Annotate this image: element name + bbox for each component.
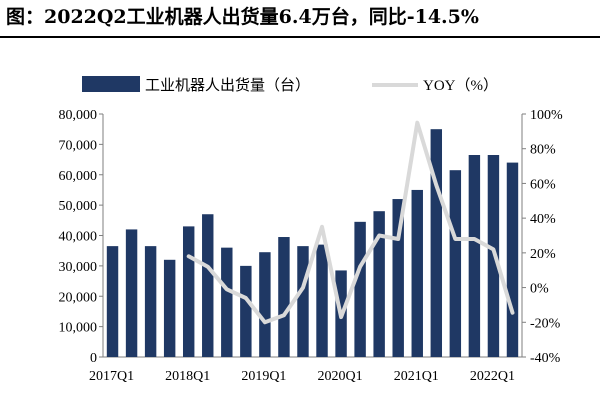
bar-2020Q4 [392, 199, 404, 357]
legend-label-bars: 工业机器人出货量（台） [145, 77, 310, 94]
y-left-tick-label: 30,000 [59, 260, 98, 275]
bar-2018Q1 [182, 226, 195, 357]
x-tick-label: 2020Q1 [318, 369, 363, 384]
y-right-tick-label: 80% [530, 143, 556, 158]
bar-2018Q3 [221, 247, 233, 357]
legend: 工业机器人出货量（台） YOY（%） [82, 76, 498, 94]
bar-series [106, 129, 519, 357]
bar-2022Q2 [506, 162, 519, 357]
y-left-tick-label: 80,000 [59, 108, 98, 123]
bar-2019Q1 [259, 252, 271, 357]
bar-2018Q4 [240, 265, 252, 357]
legend-label-line: YOY（%） [423, 77, 498, 94]
y-left-tick-label: 50,000 [59, 199, 98, 214]
bar-2018Q2 [202, 214, 214, 357]
bar-2021Q4 [468, 155, 481, 357]
y-left-tick-label: 20,000 [59, 290, 98, 305]
y-right-tick-label: 40% [530, 212, 556, 227]
bar-2017Q4 [163, 259, 176, 357]
bar-2017Q2 [125, 229, 138, 357]
y-left-tick-label: 40,000 [59, 230, 98, 245]
x-tick-label: 2018Q1 [165, 369, 210, 384]
y-right-tick-label: -20% [530, 316, 561, 331]
x-tick-label: 2017Q1 [89, 369, 134, 384]
legend-swatch-bars [82, 76, 140, 92]
y-right-tick-label: -40% [530, 351, 561, 366]
y-right-tick-label: 20% [530, 247, 556, 262]
axes: 0 10,000 20,000 30,000 40,000 50,000 60,000 70,… [59, 108, 564, 384]
y-right-tick-label: 60% [530, 177, 556, 192]
bar-2017Q1 [106, 246, 119, 357]
bar-2021Q3 [449, 170, 462, 357]
chart-title: 图：2022Q2工业机器人出货量6.4万台，同比-14.5% [6, 6, 479, 28]
yoy-line-series [186, 120, 515, 325]
y-left-tick-label: 10,000 [59, 321, 98, 336]
bar-2019Q3 [297, 246, 309, 357]
bar-2017Q3 [144, 246, 157, 357]
y-left-tick-label: 70,000 [59, 138, 98, 153]
y-left-tick-label: 0 [90, 351, 97, 366]
x-tick-label: 2022Q1 [470, 369, 515, 384]
bar-2021Q1 [411, 189, 423, 357]
yoy-line [186, 120, 515, 325]
bar-2019Q4 [316, 244, 328, 357]
x-tick-label: 2019Q1 [241, 369, 286, 384]
bar-2020Q2 [354, 221, 366, 357]
bar-2021Q2 [430, 129, 443, 357]
y-right-tick-label: 100% [530, 108, 563, 123]
x-tick-label: 2021Q1 [394, 369, 439, 384]
y-left-tick-label: 60,000 [59, 169, 98, 184]
bar-2020Q3 [373, 211, 385, 357]
bar-2019Q2 [278, 237, 290, 357]
title-underline [0, 36, 600, 38]
y-right-tick-label: 0% [530, 282, 549, 297]
